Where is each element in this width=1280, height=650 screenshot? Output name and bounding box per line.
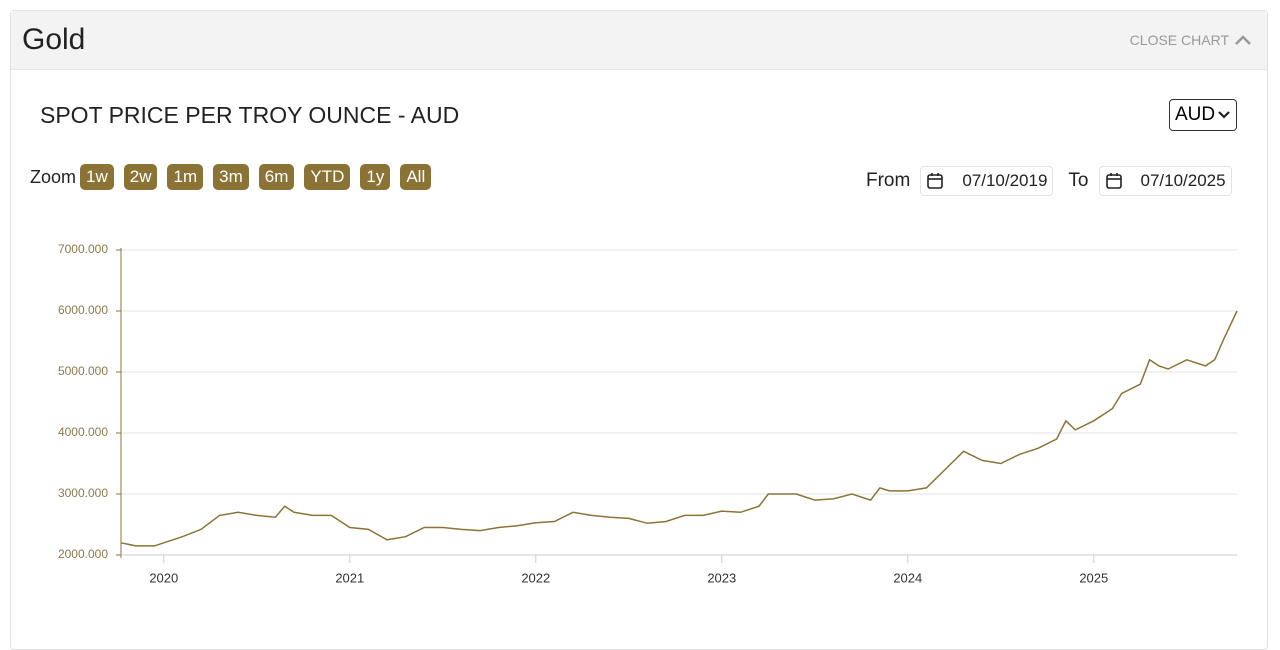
calendar-icon — [1105, 173, 1122, 189]
from-field[interactable]: 07/10/2019 — [920, 166, 1054, 196]
calendar-icon — [927, 173, 944, 189]
chart-heading: SPOT PRICE PER TROY OUNCE - AUD — [40, 102, 460, 128]
zoom-bar: Zoom 1w 2w 1m 3m 6m YTD 1y All — [30, 164, 432, 190]
x-tick-label: 2023 — [707, 570, 736, 585]
chart-card: Gold CLOSE CHART — [10, 10, 1268, 650]
price-line — [120, 310, 1238, 547]
to-label: To — [1068, 170, 1089, 191]
date-range: From 07/10/2019 To 07/10/2025 — [866, 166, 1232, 196]
currency-select[interactable]: AUD — [1169, 99, 1237, 131]
close-label: CLOSE CHART — [1129, 32, 1229, 48]
zoom-button[interactable]: 1y — [360, 164, 391, 190]
from-label: From — [866, 170, 911, 191]
y-tick-label: 6000.000 — [58, 303, 108, 317]
chevron-up — [1235, 35, 1251, 45]
y-tick-label: 7000.000 — [58, 242, 108, 256]
x-tick-label: 2024 — [893, 570, 922, 585]
zoom-button[interactable]: 1w — [80, 164, 114, 190]
y-tick-label: 3000.000 — [58, 486, 108, 500]
card-header: Gold CLOSE CHART — [11, 11, 1267, 70]
to-date: 07/10/2025 — [1140, 171, 1226, 190]
x-tick-label: 2021 — [335, 570, 364, 585]
zoom-label: Zoom — [30, 166, 77, 187]
zoom-button[interactable]: 2w — [123, 164, 158, 190]
zoom-button[interactable]: 6m — [258, 164, 295, 190]
x-tick-label: 2020 — [149, 570, 178, 585]
x-tick-label: 2025 — [1079, 570, 1108, 585]
y-tick-label: 2000.000 — [58, 547, 108, 561]
from-date: 07/10/2019 — [962, 171, 1048, 190]
currency-value: AUD — [1175, 104, 1216, 125]
close-chart[interactable]: CLOSE CHART — [1130, 32, 1251, 48]
zoom-button[interactable]: 1m — [167, 164, 204, 190]
y-tick-label: 4000.000 — [58, 425, 108, 439]
dropdown-arrow — [1218, 111, 1230, 119]
zoom-button[interactable]: All — [400, 164, 432, 190]
zoom-button[interactable]: 3m — [213, 164, 249, 190]
zoom-button[interactable]: YTD — [304, 164, 351, 190]
x-tick-label: 2022 — [521, 570, 550, 585]
card-title: Gold — [22, 23, 86, 56]
y-tick-label: 5000.000 — [58, 364, 108, 378]
to-field[interactable]: 07/10/2025 — [1098, 166, 1232, 196]
